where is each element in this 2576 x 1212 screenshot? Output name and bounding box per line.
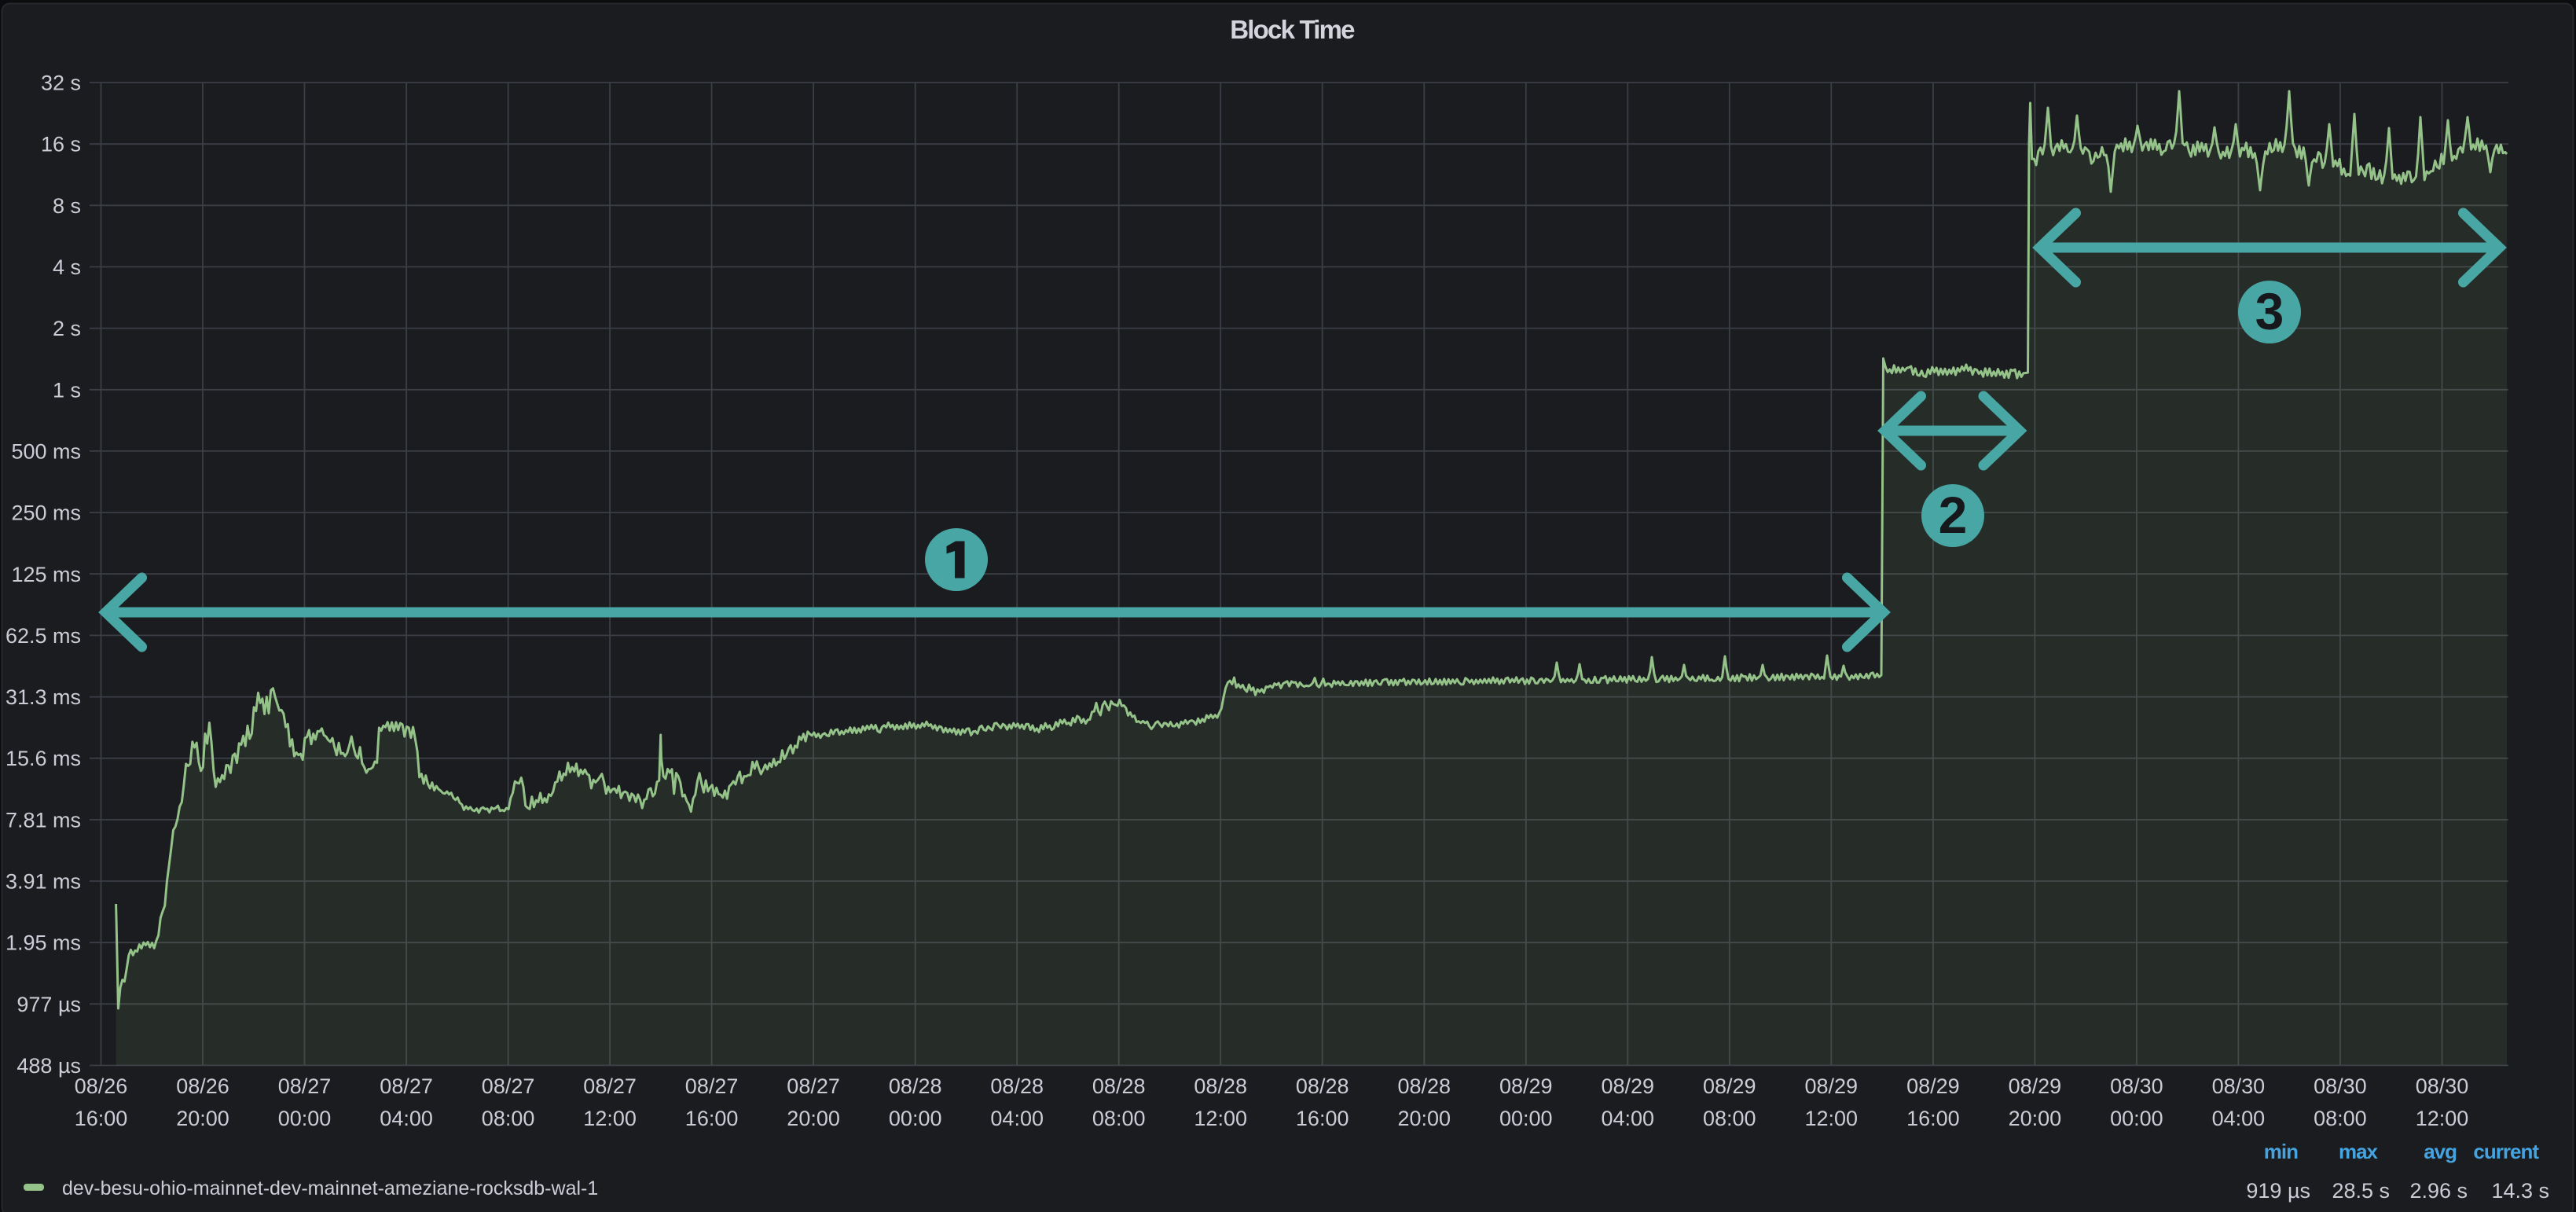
- svg-text:08/26: 08/26: [75, 1074, 128, 1098]
- svg-text:08/28: 08/28: [889, 1074, 942, 1098]
- svg-text:3: 3: [2255, 282, 2284, 340]
- svg-text:12:00: 12:00: [583, 1107, 637, 1130]
- svg-text:12:00: 12:00: [1194, 1107, 1247, 1130]
- svg-text:12:00: 12:00: [1805, 1107, 1859, 1130]
- svg-text:08/30: 08/30: [2110, 1074, 2163, 1098]
- svg-text:16:00: 16:00: [1296, 1107, 1349, 1130]
- svg-text:08/27: 08/27: [685, 1074, 739, 1098]
- svg-text:08/29: 08/29: [1499, 1074, 1553, 1098]
- svg-text:08/27: 08/27: [380, 1074, 433, 1098]
- svg-text:max: max: [2339, 1140, 2379, 1163]
- svg-text:16:00: 16:00: [75, 1107, 128, 1130]
- svg-text:250 ms: 250 ms: [11, 501, 81, 525]
- svg-text:00:00: 00:00: [1499, 1107, 1553, 1130]
- svg-text:08:00: 08:00: [482, 1107, 535, 1130]
- svg-text:08/26: 08/26: [176, 1074, 229, 1098]
- svg-text:08/30: 08/30: [2212, 1074, 2266, 1098]
- svg-text:919 µs: 919 µs: [2246, 1179, 2310, 1203]
- svg-text:00:00: 00:00: [278, 1107, 332, 1130]
- svg-text:16:00: 16:00: [1906, 1107, 1960, 1130]
- svg-text:08/27: 08/27: [482, 1074, 535, 1098]
- svg-text:20:00: 20:00: [1398, 1107, 1451, 1130]
- svg-text:4 s: 4 s: [53, 255, 81, 279]
- svg-text:12:00: 12:00: [2416, 1107, 2469, 1130]
- svg-text:00:00: 00:00: [889, 1107, 942, 1130]
- svg-text:16 s: 16 s: [41, 133, 81, 156]
- svg-text:dev-besu-ohio-mainnet-dev-main: dev-besu-ohio-mainnet-dev-mainnet-amezia…: [62, 1177, 598, 1199]
- svg-text:20:00: 20:00: [176, 1107, 229, 1130]
- svg-text:62.5 ms: 62.5 ms: [6, 624, 81, 648]
- svg-text:04:00: 04:00: [1602, 1107, 1655, 1130]
- svg-text:1.95 ms: 1.95 ms: [6, 931, 81, 955]
- svg-text:08/30: 08/30: [2416, 1074, 2469, 1098]
- svg-text:16:00: 16:00: [685, 1107, 739, 1130]
- svg-text:current: current: [2473, 1140, 2539, 1163]
- svg-text:1 s: 1 s: [53, 378, 81, 402]
- svg-text:08:00: 08:00: [2314, 1107, 2367, 1130]
- svg-text:08/28: 08/28: [1092, 1074, 1146, 1098]
- svg-text:31.3 ms: 31.3 ms: [6, 685, 81, 709]
- svg-text:Block Time: Block Time: [1230, 15, 1355, 44]
- svg-text:2: 2: [1939, 486, 1968, 544]
- svg-text:08/29: 08/29: [1602, 1074, 1655, 1098]
- svg-text:04:00: 04:00: [2212, 1107, 2266, 1130]
- svg-text:15.6 ms: 15.6 ms: [6, 747, 81, 770]
- svg-text:2.96 s: 2.96 s: [2409, 1179, 2468, 1203]
- svg-text:28.5 s: 28.5 s: [2332, 1179, 2390, 1203]
- svg-text:7.81 ms: 7.81 ms: [6, 808, 81, 832]
- svg-text:3.91 ms: 3.91 ms: [6, 870, 81, 894]
- svg-text:977 µs: 977 µs: [17, 993, 81, 1016]
- svg-text:08/27: 08/27: [278, 1074, 332, 1098]
- svg-text:08/29: 08/29: [1906, 1074, 1960, 1098]
- svg-text:08:00: 08:00: [1703, 1107, 1756, 1130]
- svg-text:08/28: 08/28: [1398, 1074, 1451, 1098]
- svg-text:08/28: 08/28: [1296, 1074, 1349, 1098]
- svg-text:08/27: 08/27: [787, 1074, 840, 1098]
- svg-text:08/29: 08/29: [1703, 1074, 1756, 1098]
- svg-text:04:00: 04:00: [990, 1107, 1044, 1130]
- svg-text:08/28: 08/28: [1194, 1074, 1247, 1098]
- svg-text:08/29: 08/29: [2009, 1074, 2062, 1098]
- svg-text:08/27: 08/27: [583, 1074, 637, 1098]
- svg-text:min: min: [2264, 1140, 2298, 1163]
- svg-text:08:00: 08:00: [1092, 1107, 1146, 1130]
- svg-text:08/30: 08/30: [2314, 1074, 2367, 1098]
- svg-text:2 s: 2 s: [53, 317, 81, 340]
- svg-text:488 µs: 488 µs: [17, 1054, 81, 1078]
- svg-text:14.3 s: 14.3 s: [2491, 1179, 2549, 1203]
- svg-text:avg: avg: [2424, 1140, 2457, 1163]
- svg-text:20:00: 20:00: [787, 1107, 840, 1130]
- svg-text:125 ms: 125 ms: [11, 563, 81, 586]
- svg-text:20:00: 20:00: [2009, 1107, 2062, 1130]
- svg-text:00:00: 00:00: [2110, 1107, 2163, 1130]
- svg-text:08/29: 08/29: [1805, 1074, 1859, 1098]
- svg-text:04:00: 04:00: [380, 1107, 433, 1130]
- svg-text:32 s: 32 s: [41, 72, 81, 95]
- svg-text:08/28: 08/28: [990, 1074, 1044, 1098]
- svg-text:500 ms: 500 ms: [11, 439, 81, 463]
- svg-text:8 s: 8 s: [53, 194, 81, 218]
